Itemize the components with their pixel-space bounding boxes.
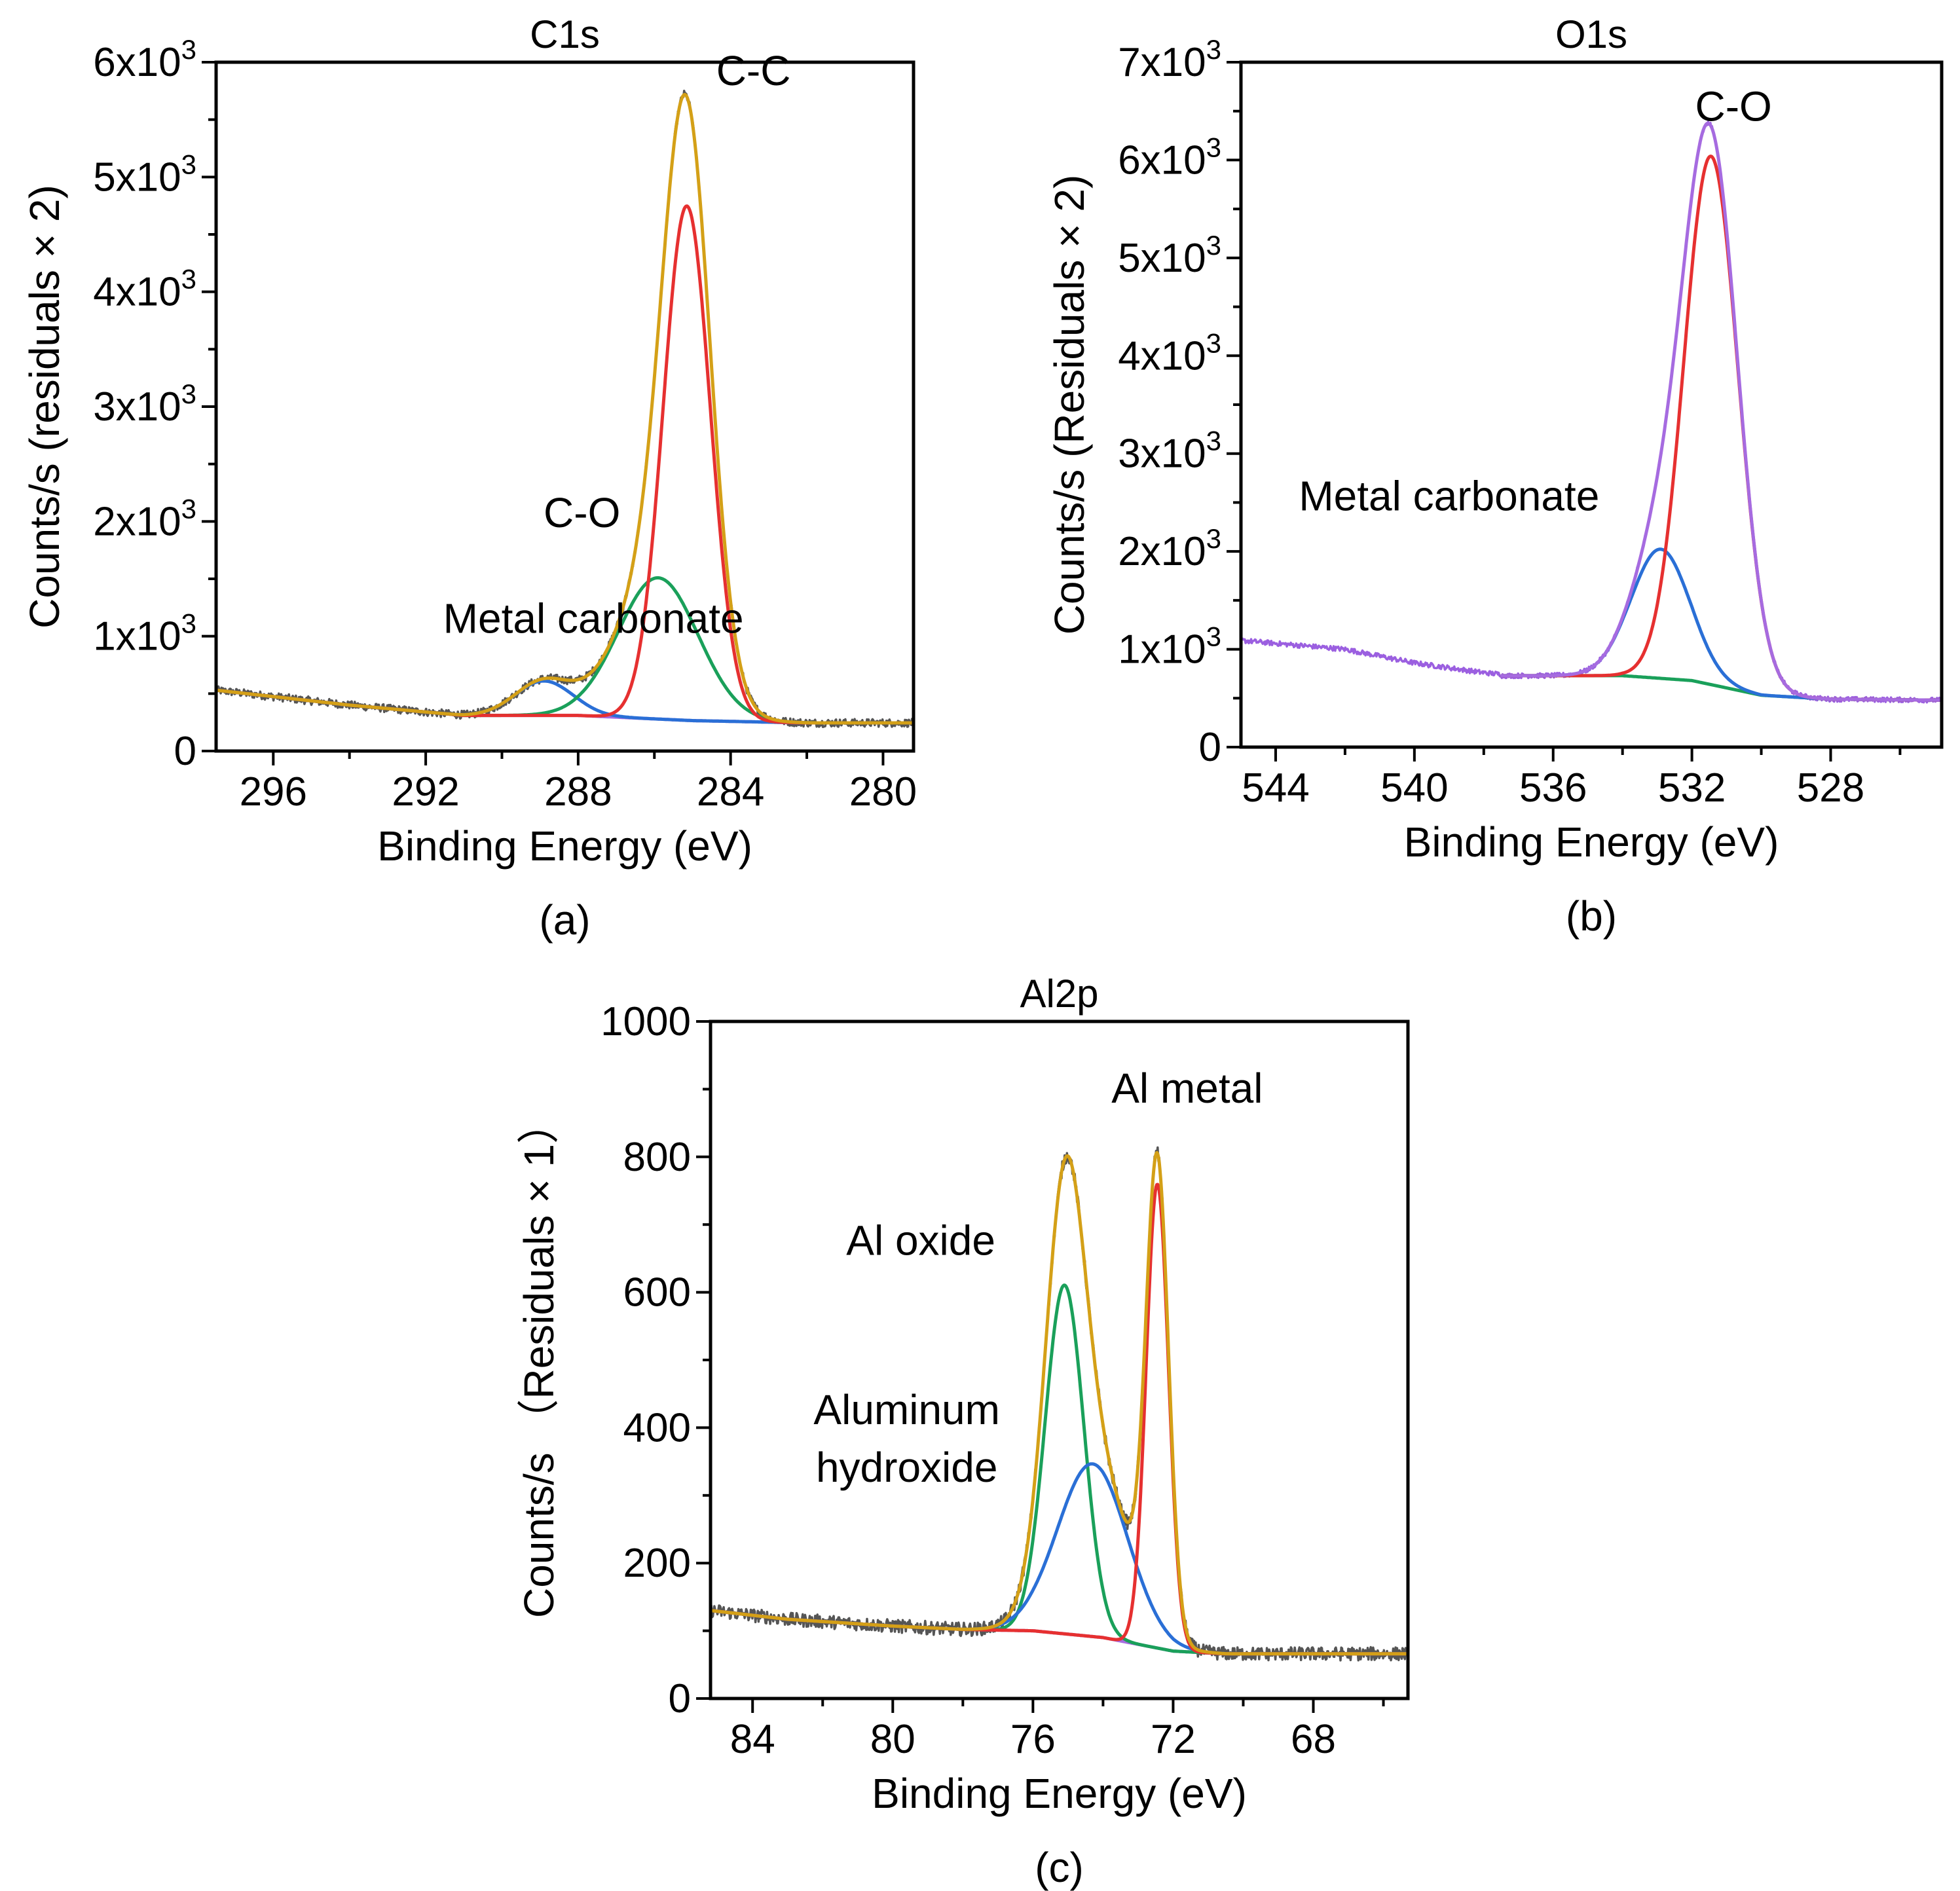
fit-envelope [216,92,914,725]
x-tick-label: 284 [697,769,764,815]
raw-data-series [1241,120,1942,704]
y-tick-label: 1x103 [1118,621,1221,672]
fit-component-1 [1500,547,1942,702]
y-tick-label: 6x103 [93,34,196,85]
panel-title: C1s [530,12,600,56]
panel-title: Al2p [1020,972,1098,1016]
x-axis-title: Binding Energy (eV) [1404,818,1779,866]
x-tick-label: 72 [1151,1717,1196,1762]
y-tick-label: 3x103 [1118,426,1221,477]
fit-envelope [711,1150,1408,1656]
plot-area [1241,120,1942,704]
fit-component-3 [216,204,914,725]
fit-component-1 [711,1283,1408,1656]
y-tick-label: 5x103 [93,149,196,200]
panel-title: O1s [1555,12,1627,56]
y-tick-label: 600 [623,1270,691,1315]
x-tick-label: 84 [730,1717,775,1762]
panel-label: (b) [1566,892,1617,940]
fit-envelope [1500,121,1942,702]
x-axis-title: Binding Energy (eV) [872,1770,1247,1817]
y-tick-label: 0 [1199,725,1221,770]
plot-frame [214,60,915,753]
panel-c1s: 296 292 288 284 280 0 1x103 2x103 3x103 4x103 5x10… [21,12,917,944]
y-tick-label: 2x103 [1118,523,1221,574]
x-axis-title: Binding Energy (eV) [377,822,752,870]
x-tick-label: 544 [1242,765,1309,811]
peak-annotation: C-C [716,47,791,94]
y-tick-label: 6x103 [1118,132,1221,183]
x-tick-label: 532 [1658,765,1726,811]
y-tick-label: 400 [623,1405,691,1450]
y-tick-label: 800 [623,1135,691,1180]
plot-frame [1239,60,1944,749]
y-tick-label: 3x103 [93,378,196,430]
peak-annotation: Al metal [1111,1065,1263,1112]
x-tick-label: 288 [544,769,612,815]
peak-annotation: Metal carbonate [1299,472,1599,519]
x-tick-label: 296 [240,769,307,815]
plot-area [711,1146,1408,1662]
y-tick-label: 200 [623,1541,691,1586]
peak-annotation: C-O [1695,83,1772,130]
x-tick-label: 292 [392,769,459,815]
y-axis-title: Counts/s (Residuals × 2) [1046,175,1093,635]
plot-area [216,90,914,728]
y-tick-label: 7x103 [1118,34,1221,85]
x-tick-label: 536 [1519,765,1587,811]
y-tick-label: 0 [669,1676,691,1721]
y-tick-label: 1000 [601,999,691,1044]
x-tick-label: 68 [1291,1717,1336,1762]
peak-annotation: Metal carbonate [443,595,744,642]
y-tick-label: 0 [174,729,196,774]
peak-annotation: Aluminum [813,1386,1000,1433]
y-axis-title: Counts/s （Residuals × 1） [515,1102,563,1618]
panel-label: (a) [539,896,590,944]
y-tick-label: 5x103 [1118,230,1221,281]
x-tick-label: 76 [1010,1717,1056,1762]
y-tick-label: 1x103 [93,608,196,659]
y-tick-label: 4x103 [1118,327,1221,378]
plot-frame [709,1019,1410,1700]
peak-annotation: hydroxide [816,1444,998,1491]
panel-o1s: 544 540 536 532 528 0 1x103 2x103 3x103 4x103 5x10… [1046,12,1944,940]
x-tick-label: 540 [1380,765,1448,811]
x-tick-label: 280 [849,769,917,815]
x-tick-label: 80 [870,1717,915,1762]
y-tick-label: 4x103 [93,264,196,315]
panel-al2p: 84 80 76 72 68 0 200 400 600 800 1000 Al2p Binding E… [515,972,1410,1891]
peak-annotation: Al oxide [846,1217,995,1264]
y-axis-title: Counts/s (residuals × 2) [21,185,68,629]
background-series [1500,674,1942,702]
peak-annotation: C-O [544,489,620,536]
y-tick-label: 2x103 [93,493,196,544]
fit-component-2 [1500,155,1942,702]
x-tick-label: 528 [1797,765,1864,811]
panel-label: (c) [1035,1844,1084,1891]
